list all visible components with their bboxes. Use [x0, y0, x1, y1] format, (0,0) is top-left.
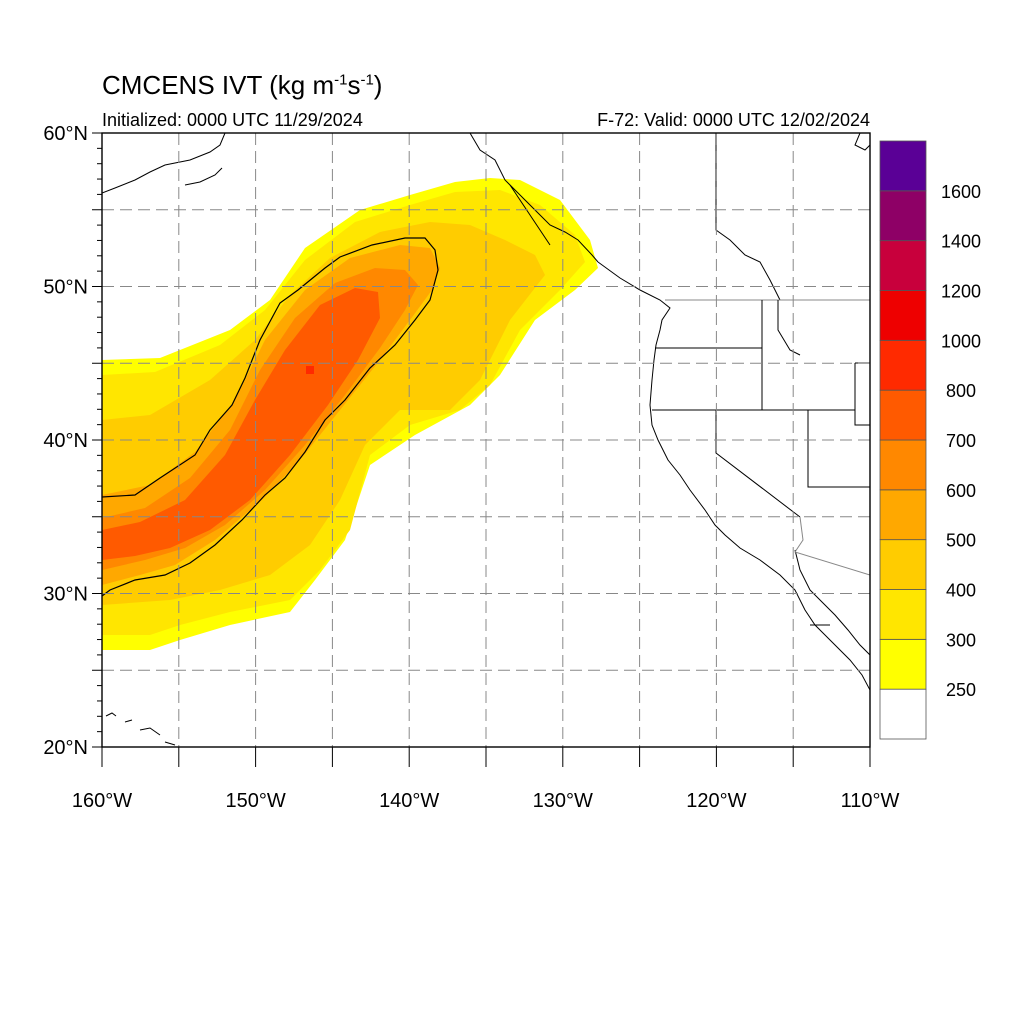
colorbar: 250 300 400 500 600 700 800 1000 1200 1400 1600	[879, 140, 981, 740]
colorbar-level-label: 1600	[941, 182, 981, 202]
colorbar-swatch	[879, 539, 927, 590]
colorbar-level-label: 250	[946, 680, 976, 700]
map-gridlines	[102, 133, 870, 747]
lon-tick-label: 110°W	[841, 790, 900, 812]
ivt-700-area	[102, 288, 380, 560]
lon-tick-label: 120°W	[686, 790, 746, 812]
lon-tick-label: 150°W	[225, 790, 285, 812]
colorbar-level-label: 300	[946, 630, 976, 650]
colorbar-level-label: 1400	[941, 232, 981, 252]
axis-ticks	[92, 132, 871, 767]
initialized-time-label: Initialized: 0000 UTC 11/29/2024	[102, 110, 363, 130]
colorbar-level-label: 1000	[941, 331, 981, 351]
lon-tick-label: 130°W	[533, 790, 593, 812]
ivt-800-cell	[306, 366, 314, 374]
lat-tick-label: 20°N	[43, 737, 88, 759]
colorbar-swatch	[879, 190, 927, 242]
lat-tick-label: 30°N	[43, 584, 88, 606]
colorbar-swatch	[879, 140, 927, 192]
colorbar-swatch	[879, 688, 927, 740]
lat-tick-label: 50°N	[43, 277, 88, 299]
lat-tick-label: 40°N	[43, 430, 88, 452]
colorbar-swatch	[879, 389, 927, 441]
colorbar-level-label: 800	[946, 381, 976, 401]
ivt-shading	[102, 178, 598, 650]
colorbar-level-label: 1200	[941, 282, 981, 302]
ivt-250-contour	[102, 237, 439, 597]
colorbar-swatch	[879, 489, 927, 541]
colorbar-swatch	[879, 439, 927, 491]
lon-tick-label: 160°W	[72, 790, 132, 812]
colorbar-level-label: 500	[946, 531, 976, 551]
colorbar-level-label: 400	[946, 581, 976, 601]
colorbar-swatch	[879, 589, 927, 640]
map-title: CMCENS IVT (kg m-1s-1)	[102, 70, 383, 100]
axis-tick-labels: 20°N 30°N 40°N 50°N 60°N 160°W 150°W 140°W 130°W…	[43, 123, 899, 812]
coastlines	[102, 133, 870, 746]
lon-tick-label: 140°W	[379, 790, 439, 812]
colorbar-level-label: 700	[946, 431, 976, 451]
valid-time-label: F-72: Valid: 0000 UTC 12/02/2024	[597, 110, 870, 130]
colorbar-swatch	[879, 339, 927, 391]
lat-tick-label: 60°N	[43, 123, 88, 145]
colorbar-swatch	[879, 638, 927, 690]
colorbar-swatch	[879, 290, 927, 341]
colorbar-swatch	[879, 240, 927, 291]
colorbar-level-label: 600	[946, 481, 976, 501]
